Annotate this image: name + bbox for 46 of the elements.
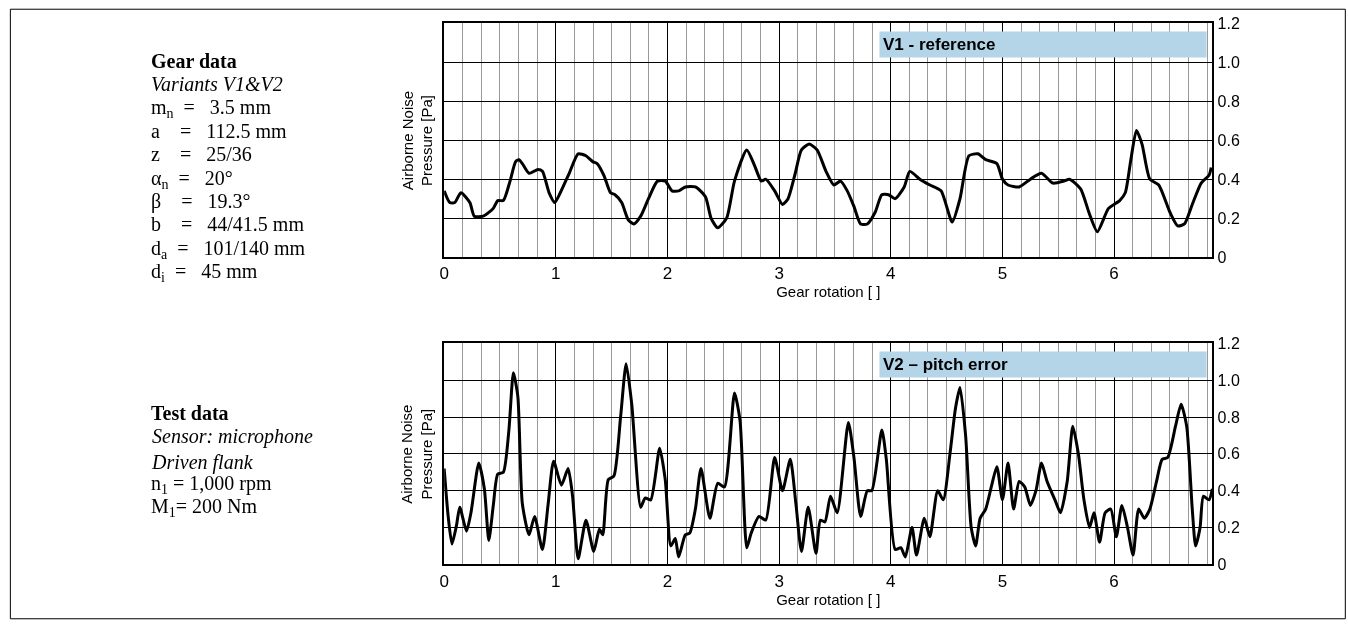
y-tick-label: 1.0 bbox=[1217, 371, 1240, 389]
y-tick-label: 1.2 bbox=[1217, 334, 1240, 352]
annotation: V2 – pitch error bbox=[883, 355, 1009, 374]
text: z = 25/36 bbox=[151, 143, 252, 165]
text: Gear data bbox=[151, 50, 237, 72]
y-tick-label: 0.8 bbox=[1217, 92, 1240, 110]
y-tick-label: 0 bbox=[1217, 248, 1227, 266]
annotation: V1 - reference bbox=[883, 35, 996, 54]
text: a = 112.5 mm bbox=[151, 120, 287, 142]
x-axis-title: Gear rotation [ ] bbox=[776, 590, 881, 608]
x-tick-label: 5 bbox=[997, 264, 1008, 284]
y-tick-label: 0.6 bbox=[1217, 445, 1240, 463]
x-tick-label: 4 bbox=[886, 571, 896, 591]
x-tick-label: 0 bbox=[439, 571, 449, 591]
x-tick-label: 3 bbox=[774, 571, 784, 591]
text: β = 19.3° bbox=[151, 190, 251, 213]
y-axis-title: Airborne Noise Pressure [Pa] bbox=[398, 404, 435, 504]
x-tick-label: 2 bbox=[662, 571, 673, 591]
text: Test data bbox=[151, 402, 229, 424]
y-tick-label: 0.4 bbox=[1217, 482, 1240, 500]
text: α$_{n}$ = 20° bbox=[151, 167, 233, 193]
x-tick-label: 0 bbox=[439, 264, 449, 284]
y-tick-label: 0 bbox=[1217, 555, 1227, 573]
y-tick-label: 0.6 bbox=[1217, 131, 1240, 149]
x-tick-label: 6 bbox=[1109, 571, 1119, 591]
y-tick-label: 0.8 bbox=[1217, 408, 1240, 426]
x-tick-label: 4 bbox=[886, 264, 896, 284]
text: d$_{a}$ = 101/140 mm bbox=[151, 237, 306, 263]
x-tick-label: 1 bbox=[551, 264, 561, 284]
y-tick-label: 0.2 bbox=[1217, 519, 1240, 537]
y-tick-label: 0.4 bbox=[1217, 170, 1240, 188]
text: b = 44/41.5 mm bbox=[151, 213, 305, 235]
text: m$_{n}$ = 3.5 mm bbox=[151, 96, 272, 122]
text: d$_{i}$ = 45 mm bbox=[151, 260, 258, 286]
x-tick-label: 3 bbox=[774, 264, 784, 284]
y-tick-label: 1.2 bbox=[1217, 14, 1240, 32]
x-tick-label: 2 bbox=[662, 264, 673, 284]
x-tick-label: 5 bbox=[997, 571, 1008, 591]
x-tick-label: 6 bbox=[1109, 264, 1119, 284]
text: Variants V1&V2 bbox=[151, 73, 283, 95]
x-axis-title: Gear rotation [ ] bbox=[776, 283, 881, 301]
y-tick-label: 1.0 bbox=[1217, 53, 1240, 71]
x-tick-label: 1 bbox=[551, 571, 561, 591]
y-tick-label: 0.2 bbox=[1217, 209, 1240, 227]
text: M$_{1}$= 200 Nm bbox=[151, 495, 258, 521]
y-axis-title: Airborne Noise Pressure [Pa] bbox=[398, 90, 436, 191]
